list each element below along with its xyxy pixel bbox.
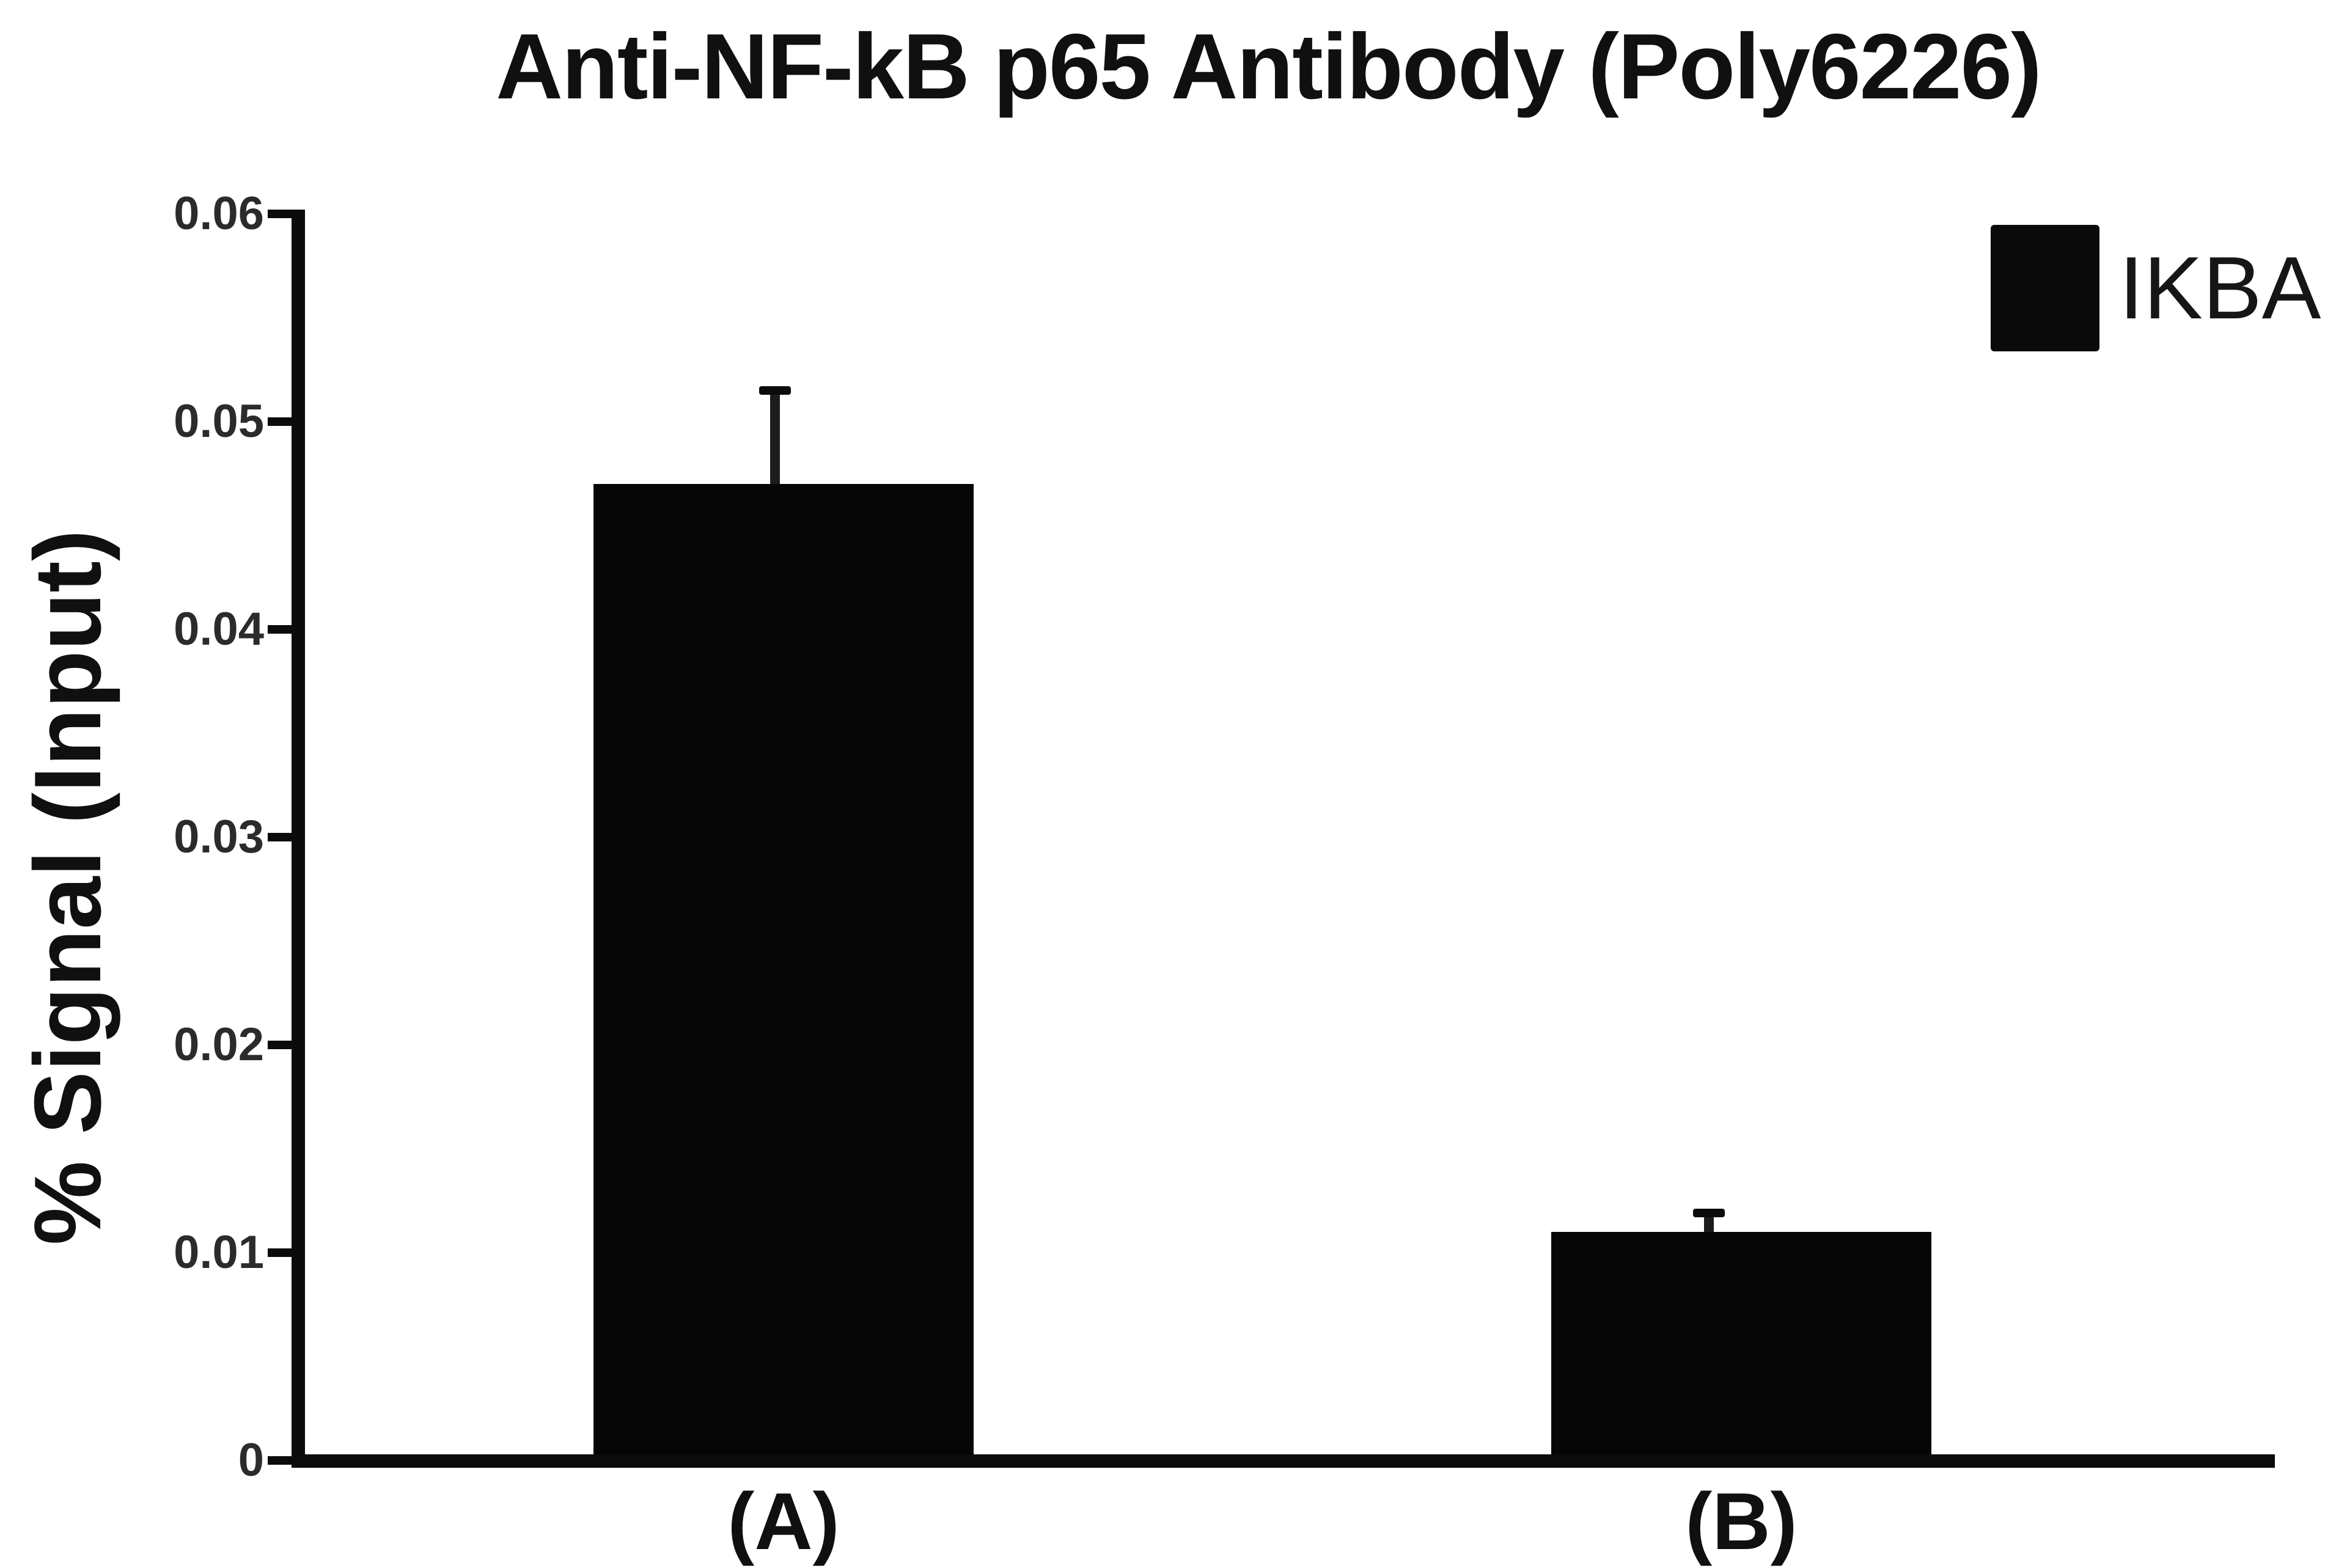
error-bar-stem-b [1704, 1213, 1714, 1232]
chart-title: Anti-NF-kB p65 Antibody (Poly6226) [496, 15, 2042, 119]
y-tick-label-0.02: 0.02 [174, 1019, 264, 1071]
legend: IKBA [1991, 225, 2321, 351]
y-axis-title: % Signal (Input) [15, 529, 120, 1245]
y-tick-label-0: 0 [238, 1434, 264, 1486]
y-tick-0 [268, 1456, 305, 1465]
y-tick-0.06 [268, 210, 305, 218]
error-bar-stem-a [770, 390, 780, 484]
error-bar-cap-a [759, 386, 791, 395]
y-tick-0.01 [268, 1248, 305, 1257]
y-tick-0.02 [268, 1041, 305, 1049]
y-tick-0.05 [268, 417, 305, 426]
y-tick-label-0.06: 0.06 [174, 188, 264, 240]
legend-swatch-icon [1991, 225, 2099, 351]
bar-sample-a [593, 484, 974, 1454]
x-category-label-a: (A) [727, 1476, 840, 1566]
bar-sample-b [1551, 1232, 1931, 1454]
y-tick-label-0.04: 0.04 [174, 603, 264, 655]
x-axis-line [292, 1454, 2275, 1468]
y-tick-label-0.03: 0.03 [174, 811, 264, 863]
error-bar-cap-b [1693, 1209, 1725, 1218]
y-tick-0.04 [268, 625, 305, 634]
y-tick-label-0.05: 0.05 [174, 395, 264, 447]
y-tick-label-0.01: 0.01 [174, 1226, 264, 1278]
legend-label: IKBA [2119, 238, 2321, 337]
x-category-label-b: (B) [1685, 1476, 1798, 1566]
y-tick-0.03 [268, 833, 305, 841]
